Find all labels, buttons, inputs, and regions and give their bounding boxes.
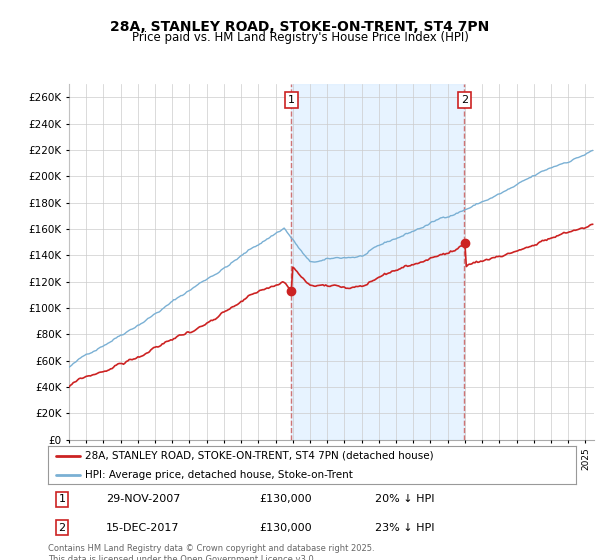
Bar xyxy=(292,84,464,440)
Text: Price paid vs. HM Land Registry's House Price Index (HPI): Price paid vs. HM Land Registry's House … xyxy=(131,31,469,44)
Text: 1: 1 xyxy=(59,494,65,505)
Text: 2: 2 xyxy=(461,95,468,105)
Text: 1: 1 xyxy=(288,95,295,105)
Text: 2: 2 xyxy=(59,522,65,533)
Text: 15-DEC-2017: 15-DEC-2017 xyxy=(106,522,179,533)
Text: £130,000: £130,000 xyxy=(259,522,312,533)
Text: 28A, STANLEY ROAD, STOKE-ON-TRENT, ST4 7PN: 28A, STANLEY ROAD, STOKE-ON-TRENT, ST4 7… xyxy=(110,20,490,34)
Text: HPI: Average price, detached house, Stoke-on-Trent: HPI: Average price, detached house, Stok… xyxy=(85,470,353,480)
Text: Contains HM Land Registry data © Crown copyright and database right 2025.
This d: Contains HM Land Registry data © Crown c… xyxy=(48,544,374,560)
Text: 23% ↓ HPI: 23% ↓ HPI xyxy=(376,522,435,533)
Text: 28A, STANLEY ROAD, STOKE-ON-TRENT, ST4 7PN (detached house): 28A, STANLEY ROAD, STOKE-ON-TRENT, ST4 7… xyxy=(85,451,434,461)
Text: 29-NOV-2007: 29-NOV-2007 xyxy=(106,494,181,505)
Text: 20% ↓ HPI: 20% ↓ HPI xyxy=(376,494,435,505)
Text: £130,000: £130,000 xyxy=(259,494,312,505)
